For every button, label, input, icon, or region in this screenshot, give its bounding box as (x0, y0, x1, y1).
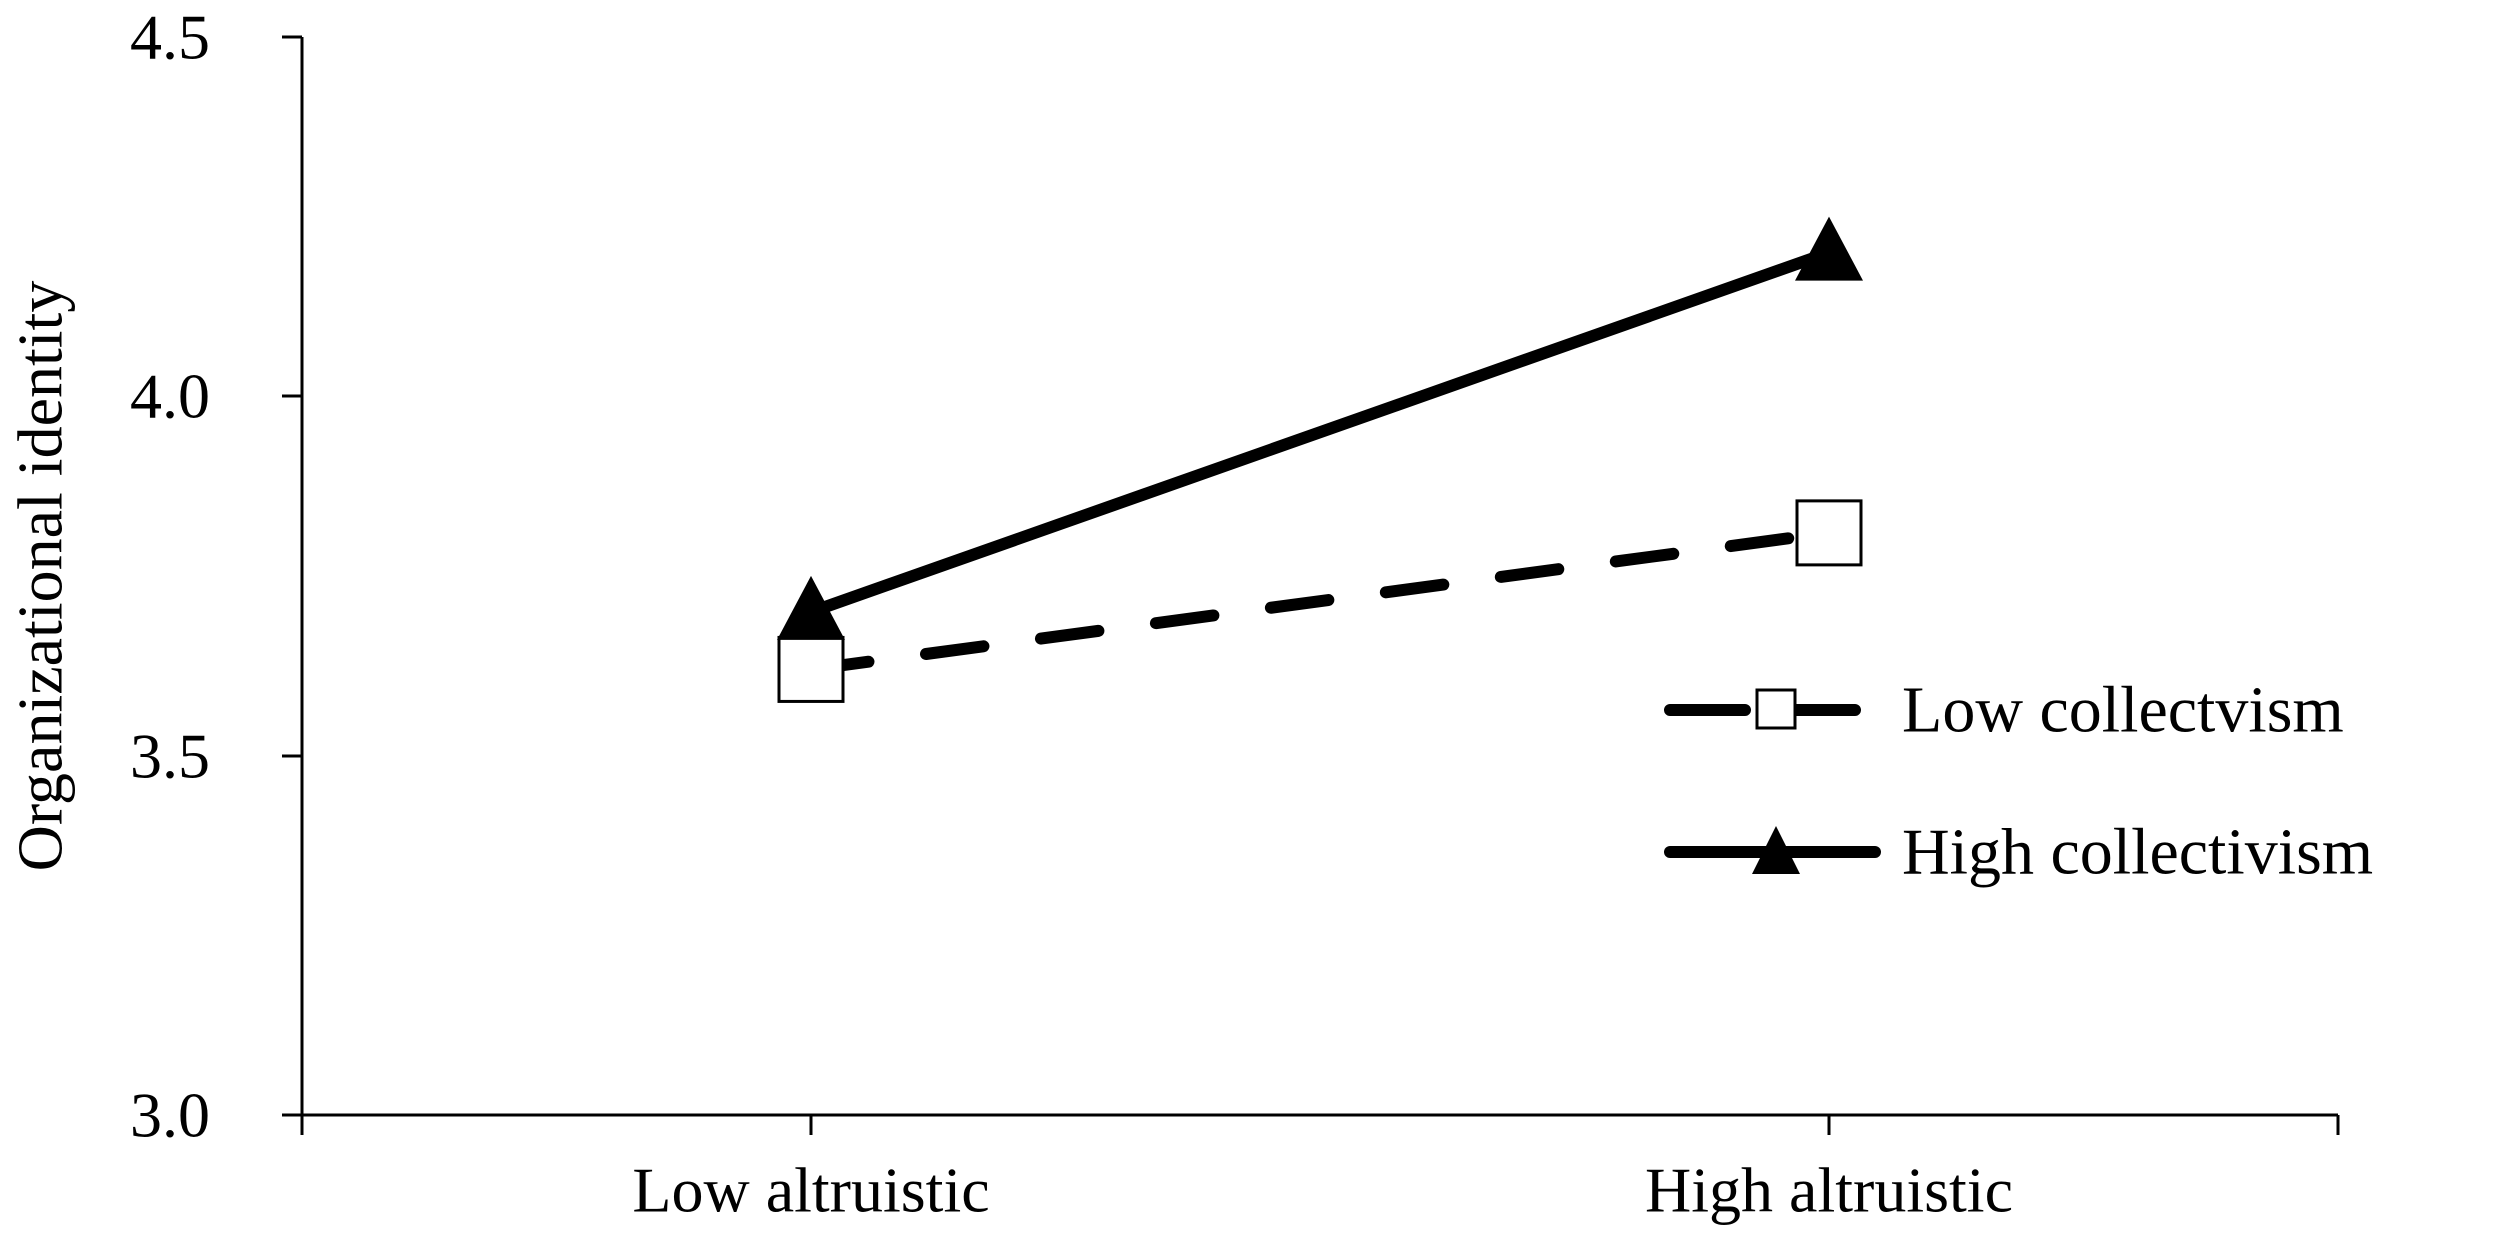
legend: Low collectvism High collectivism (1664, 674, 2373, 889)
y-axis-title: Organizational identity (5, 281, 76, 872)
legend-item-high-collectivism: High collectivism (1664, 816, 2373, 889)
data-point-triangle (1795, 216, 1863, 281)
data-point-square (1795, 499, 1863, 567)
series-layer (777, 216, 1863, 703)
data-point-square (777, 635, 845, 703)
data-point-triangle (777, 575, 845, 640)
legend-item-low-collectivism: Low collectvism (1664, 674, 2344, 747)
series-line-low-collectvism (805, 526, 1835, 676)
y-tick-label: 3.0 (130, 1080, 210, 1151)
x-ticks: Low altruistic High altruistic (300, 1115, 2340, 1226)
legend-square-marker (1755, 688, 1797, 730)
x-category-label: Low altruistic (632, 1155, 989, 1226)
y-tick-label: 4.0 (130, 361, 210, 432)
legend-triangle-marker (1752, 826, 1800, 874)
legend-label: Low collectvism (1902, 674, 2344, 747)
y-ticks: 4.5 4.0 3.5 3.0 (130, 2, 302, 1151)
x-category-label: High altruistic (1645, 1155, 2013, 1226)
y-tick-label: 3.5 (130, 721, 210, 792)
y-tick-label: 4.5 (130, 2, 210, 73)
series-line-high-collectivism (805, 246, 1835, 618)
legend-label: High collectivism (1902, 816, 2373, 889)
